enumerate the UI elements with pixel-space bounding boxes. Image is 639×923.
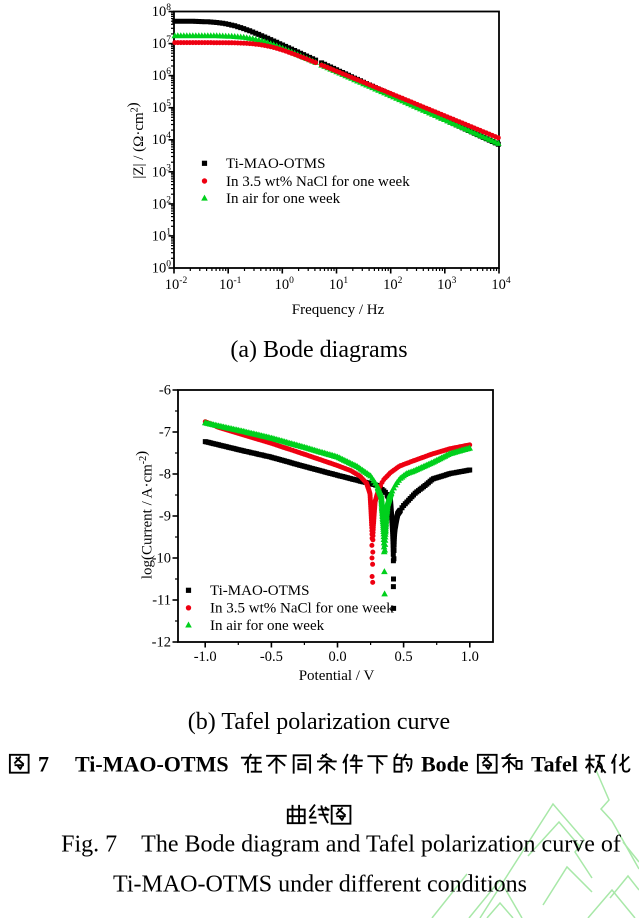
svg-text:-6: -6 — [159, 383, 171, 399]
svg-text:102: 102 — [152, 195, 172, 212]
svg-text:0.5: 0.5 — [395, 649, 413, 665]
svg-text:102: 102 — [383, 276, 403, 293]
svg-text:103: 103 — [152, 163, 172, 180]
svg-text:107: 107 — [152, 35, 172, 52]
svg-text:(a) Bode diagrams: (a) Bode diagrams — [230, 337, 407, 363]
svg-text:Ti-MAO-OTMS: Ti-MAO-OTMS — [226, 156, 325, 172]
svg-text:log(Current / A·cm-2): log(Current / A·cm-2) — [134, 451, 156, 579]
svg-text:100: 100 — [152, 260, 172, 277]
svg-text:104: 104 — [152, 131, 172, 148]
svg-text:-0.5: -0.5 — [260, 649, 283, 665]
svg-text:Ti-MAO-OTMS: Ti-MAO-OTMS — [210, 583, 309, 599]
svg-text:-8: -8 — [159, 467, 171, 483]
svg-text:-12: -12 — [152, 635, 171, 651]
svg-text:-1.0: -1.0 — [194, 649, 217, 665]
svg-text:Ti-MAO-OTMS: Ti-MAO-OTMS — [75, 752, 229, 777]
svg-text:104: 104 — [491, 276, 511, 293]
svg-text:106: 106 — [152, 67, 172, 84]
svg-text:101: 101 — [152, 227, 172, 244]
svg-text:-11: -11 — [152, 593, 171, 609]
svg-text:In air for one week: In air for one week — [210, 618, 325, 634]
svg-text:-10: -10 — [152, 551, 171, 567]
svg-text:In 3.5 wt% NaCl for one week: In 3.5 wt% NaCl for one week — [226, 174, 410, 190]
svg-text:Frequency / Hz: Frequency / Hz — [292, 302, 385, 318]
svg-text:103: 103 — [437, 276, 457, 293]
svg-text:|Z| / (Ω·cm2): |Z| / (Ω·cm2) — [126, 102, 148, 178]
svg-text:108: 108 — [152, 3, 172, 20]
svg-text:105: 105 — [152, 99, 172, 116]
svg-text:7: 7 — [38, 752, 49, 777]
svg-text:10-1: 10-1 — [219, 276, 242, 293]
svg-text:10-2: 10-2 — [165, 276, 188, 293]
svg-text:Potential / V: Potential / V — [299, 668, 375, 684]
svg-text:Tafel: Tafel — [531, 752, 578, 777]
svg-text:0.0: 0.0 — [328, 649, 346, 665]
svg-text:Fig. 7 The Bode diagram and Ta: Fig. 7 The Bode diagram and Tafel polari… — [61, 832, 621, 858]
svg-text:1.0: 1.0 — [461, 649, 479, 665]
svg-text:-7: -7 — [159, 425, 171, 441]
svg-text:Bode: Bode — [421, 752, 469, 777]
svg-text:101: 101 — [329, 276, 349, 293]
svg-text:100: 100 — [275, 276, 295, 293]
svg-text:In air for one week: In air for one week — [226, 191, 341, 207]
svg-text:In 3.5 wt% NaCl for one week: In 3.5 wt% NaCl for one week — [210, 601, 394, 617]
svg-text:-9: -9 — [159, 509, 171, 525]
svg-text:(b) Tafel polarization curve: (b) Tafel polarization curve — [188, 709, 450, 735]
svg-text:Ti-MAO-OTMS under different co: Ti-MAO-OTMS under different conditions — [113, 872, 527, 898]
